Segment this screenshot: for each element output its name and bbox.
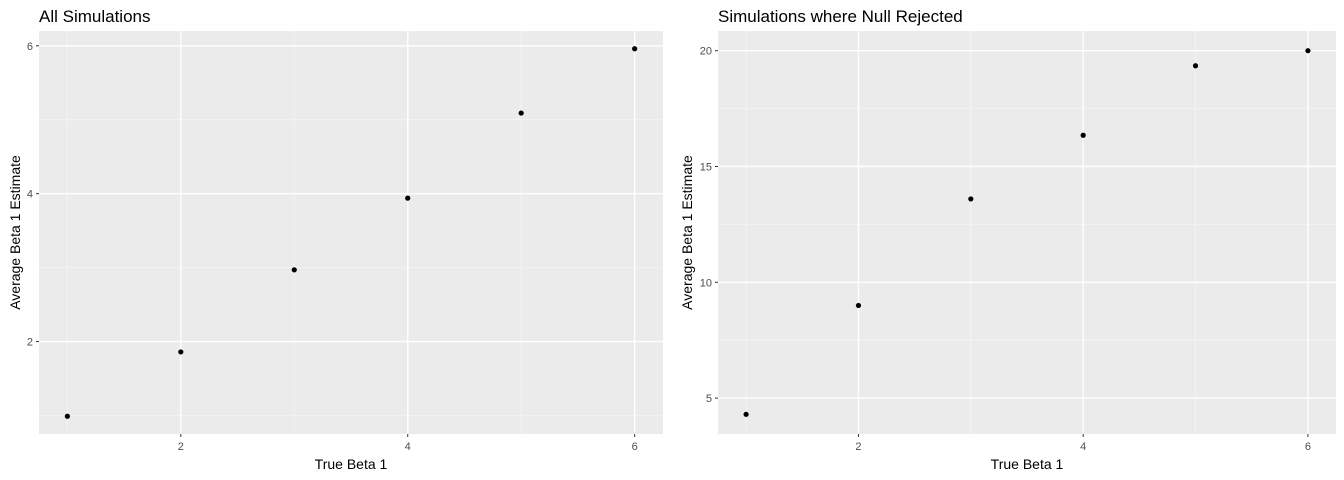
data-point-right	[1080, 132, 1086, 138]
y-ticks-left: 2 4 6	[27, 41, 39, 349]
x-tick-label-left: 2	[178, 441, 184, 453]
y-tick-label-right: 20	[700, 46, 712, 58]
plot-panel-right	[718, 31, 1336, 434]
data-point-right	[1192, 63, 1199, 69]
y-axis-title-right: Average Beta 1 Estimate	[679, 155, 695, 310]
y-tick-label-left: 6	[27, 41, 33, 53]
x-ticks-left: 2 4 6	[178, 434, 638, 453]
data-point-right	[855, 302, 862, 309]
x-tick-label-right: 4	[1080, 441, 1086, 453]
x-tick-label-right: 2	[855, 441, 861, 453]
data-point-left	[632, 46, 638, 52]
data-point-left	[405, 195, 411, 201]
points-left	[64, 46, 638, 419]
data-point-left	[64, 413, 70, 419]
data-point-right	[968, 196, 974, 202]
gridlines-left	[39, 31, 663, 434]
y-tick-label-left: 2	[27, 337, 33, 349]
x-tick-label-right: 6	[1305, 441, 1311, 453]
data-point-right	[743, 411, 749, 417]
plot-panel-left	[39, 31, 663, 434]
data-point-right	[1305, 48, 1311, 54]
x-axis-title-left: True Beta 1	[315, 456, 388, 472]
x-tick-label-left: 4	[405, 441, 411, 453]
points-right	[743, 48, 1311, 417]
data-point-left	[291, 267, 297, 273]
y-tick-label-right: 10	[700, 277, 712, 289]
x-tick-label-left: 6	[632, 441, 638, 453]
y-tick-label-left: 4	[27, 189, 33, 201]
y-axis-title-left: Average Beta 1 Estimate	[7, 155, 23, 310]
chart-title-left: All Simulations	[39, 7, 151, 26]
x-axis-title-right: True Beta 1	[991, 456, 1064, 472]
data-point-left	[518, 110, 524, 116]
y-ticks-right: 5 10 15 20	[700, 46, 718, 405]
y-tick-label-right: 15	[700, 161, 712, 173]
x-ticks-right: 2 4 6	[855, 434, 1311, 453]
chart-right: Simulations where Null Rejected 5101520 …	[679, 7, 1336, 472]
data-point-left	[178, 349, 184, 355]
y-tick-label-right: 5	[706, 393, 712, 405]
chart-title-right: Simulations where Null Rejected	[718, 7, 963, 26]
chart-left: All Simulations 2 4 6 2 4 6 True Beta 1 Aver…	[7, 7, 663, 472]
gridlines-right	[718, 31, 1336, 434]
